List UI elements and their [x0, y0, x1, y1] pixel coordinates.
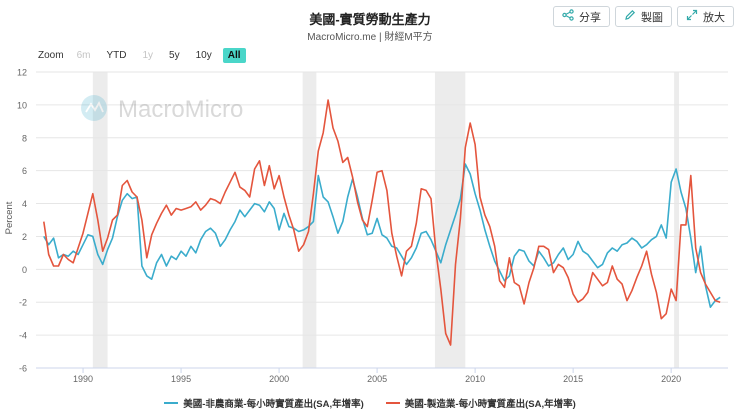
zoom-6m-button[interactable]: 6m [76, 50, 91, 61]
y-tick-label: 2 [22, 232, 27, 242]
y-tick-label: 12 [17, 68, 27, 78]
pencil-icon [624, 9, 636, 24]
watermark: MacroMicro [81, 95, 243, 123]
zoom-5y-button[interactable]: 5y [169, 50, 180, 61]
series-line-manufacturing [43, 99, 721, 346]
zoom-1y-button[interactable]: 1y [142, 50, 154, 61]
share-label: 分享 [579, 11, 601, 24]
y-tick-label: 6 [22, 166, 27, 176]
macromicro-logo-icon [81, 95, 107, 121]
y-tick-label: 4 [22, 199, 27, 209]
zoom-10y-button[interactable]: 10y [195, 50, 212, 61]
legend-label-manufacturing: 美國-製造業-每小時實質產出(SA,年增率) [404, 399, 576, 410]
series-line-nonfarm [43, 163, 721, 308]
x-tick-label: 1990 [73, 374, 93, 384]
y-tick-label: -4 [19, 331, 27, 341]
y-axis: -6 -4 -2 0 2 4 6 8 10 12 [17, 68, 27, 374]
expand-label: 放大 [703, 11, 725, 24]
toolbar: 分享 製圖 放大 [553, 6, 734, 27]
y-tick-label: 10 [17, 100, 27, 110]
y-tick-label: 8 [22, 133, 27, 143]
x-tick-label: 2020 [661, 374, 681, 384]
zoom-bar: Zoom 6m YTD 1y 5y 10y All [38, 48, 252, 63]
macromicro-logo-mark [85, 101, 104, 113]
y-tick-label: -6 [19, 364, 27, 374]
draw-label: 製圖 [641, 11, 663, 24]
y-tick-label: 0 [22, 265, 27, 275]
legend-swatch-manufacturing [385, 402, 400, 404]
x-tick-label: 2000 [269, 374, 289, 384]
series-lines [43, 99, 721, 346]
y-tick-label: -2 [19, 298, 27, 308]
legend-swatch-nonfarm [164, 402, 179, 404]
expand-button[interactable]: 放大 [677, 6, 734, 27]
x-tick-label: 2010 [465, 374, 485, 384]
legend-item-nonfarm[interactable]: 美國-非農商業-每小時實質產出(SA,年增率) [164, 396, 364, 410]
chart-title: 美國-實質勞動生產力 [309, 12, 431, 27]
y-axis-label: Percent [4, 201, 15, 234]
x-tick-label: 1995 [171, 374, 191, 384]
share-button[interactable]: 分享 [553, 6, 610, 27]
watermark-text: MacroMicro [118, 96, 243, 123]
zoom-all-button[interactable]: All [222, 48, 246, 63]
chart-subtitle: MacroMicro.me | 財經M平方 [307, 32, 433, 43]
legend: 美國-非農商業-每小時實質產出(SA,年增率) 美國-製造業-每小時實質產出(S… [0, 396, 740, 410]
zoom-label: Zoom [38, 50, 64, 61]
recession-band [674, 72, 679, 368]
legend-item-manufacturing[interactable]: 美國-製造業-每小時實質產出(SA,年增率) [385, 396, 576, 410]
x-axis: 1990 1995 2000 2005 2010 2015 2020 [36, 367, 728, 384]
zoom-ytd-button[interactable]: YTD [106, 50, 127, 61]
x-tick-label: 2005 [367, 374, 387, 384]
legend-label-nonfarm: 美國-非農商業-每小時實質產出(SA,年增率) [183, 399, 364, 410]
draw-button[interactable]: 製圖 [615, 6, 672, 27]
x-tick-label: 2015 [563, 374, 583, 384]
expand-icon [686, 9, 698, 24]
recession-band [92, 72, 108, 368]
share-icon [562, 9, 574, 24]
